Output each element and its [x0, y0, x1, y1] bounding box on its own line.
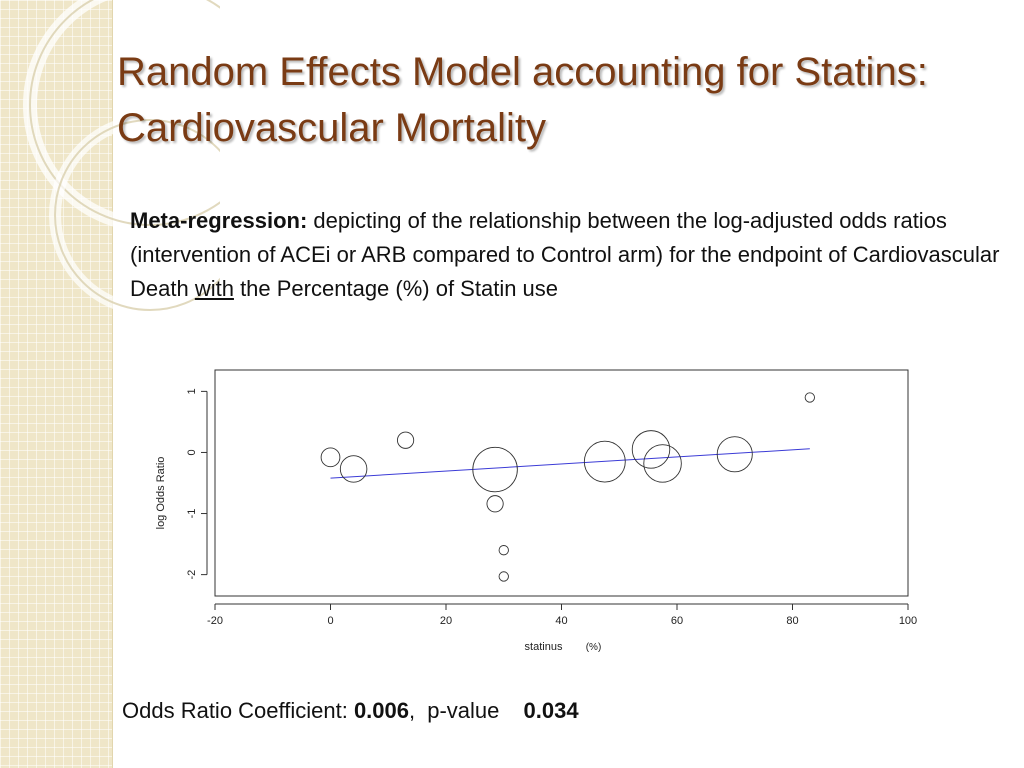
x-tick-label: 60: [671, 615, 683, 627]
data-point: [472, 446, 518, 493]
description-text-2: the Percentage (%) of Statin use: [233, 276, 559, 301]
decorative-rings: [23, 0, 220, 316]
decorative-sidebar: [0, 0, 113, 768]
description-text-1: depicting of the relationship between th…: [130, 208, 1000, 301]
x-tick-label: -20: [207, 615, 223, 627]
coefficient-label: Odds Ratio Coefficient:: [122, 698, 354, 723]
data-point: [716, 436, 753, 473]
title-line-1: Random Effects Model accounting for Stat…: [117, 50, 928, 94]
y-tick-label: -1: [186, 509, 198, 519]
data-point: [583, 440, 626, 483]
data-point: [631, 430, 671, 469]
meta-regression-chart: -20 0 20 40 60 80 100 1 0 -1 -2 statinus (%) log Odds…: [155, 369, 917, 653]
data-point: [643, 444, 682, 483]
pvalue-value: 0.034: [523, 698, 579, 723]
x-tick-label: 80: [786, 615, 798, 627]
description-paragraph: Meta-regression: depicting of the relati…: [130, 204, 1015, 306]
coefficient-value: 0.006: [353, 698, 409, 723]
data-point: [804, 392, 815, 403]
description-underlined: with: [194, 276, 234, 301]
data-point: [396, 431, 415, 449]
chart-container: -20 0 20 40 60 80 100 1 0 -1 -2 statinus (%) log Odds…: [150, 360, 920, 660]
pvalue-label: p-value: [427, 698, 500, 723]
y-tick-label: 0: [186, 449, 198, 455]
x-axis-unit: (%): [586, 642, 602, 653]
data-point: [486, 495, 504, 513]
x-tick-label: 0: [327, 615, 333, 627]
x-tick-label: 100: [899, 615, 917, 627]
x-tick-label: 20: [440, 615, 452, 627]
plot-frame: [214, 369, 909, 597]
title-line-2: Cardiovascular Mortality: [117, 106, 547, 150]
regression-line: [330, 448, 810, 479]
page-title: Random Effects Model accounting for Stat…: [117, 44, 1007, 156]
data-point: [498, 545, 509, 556]
y-axis-label: log Odds Ratio: [155, 457, 167, 530]
description-lead: Meta-regression:: [130, 208, 308, 233]
y-tick-label: -2: [186, 570, 198, 580]
data-point: [498, 571, 509, 582]
footer-stats: Odds Ratio Coefficient: 0.006, p-value 0…: [122, 696, 579, 726]
x-axis-label: statinus: [525, 641, 563, 653]
y-tick-label: 1: [186, 388, 198, 394]
x-tick-label: 40: [555, 615, 567, 627]
separator: ,: [409, 698, 416, 723]
data-point: [339, 455, 368, 483]
data-point: [320, 447, 341, 468]
